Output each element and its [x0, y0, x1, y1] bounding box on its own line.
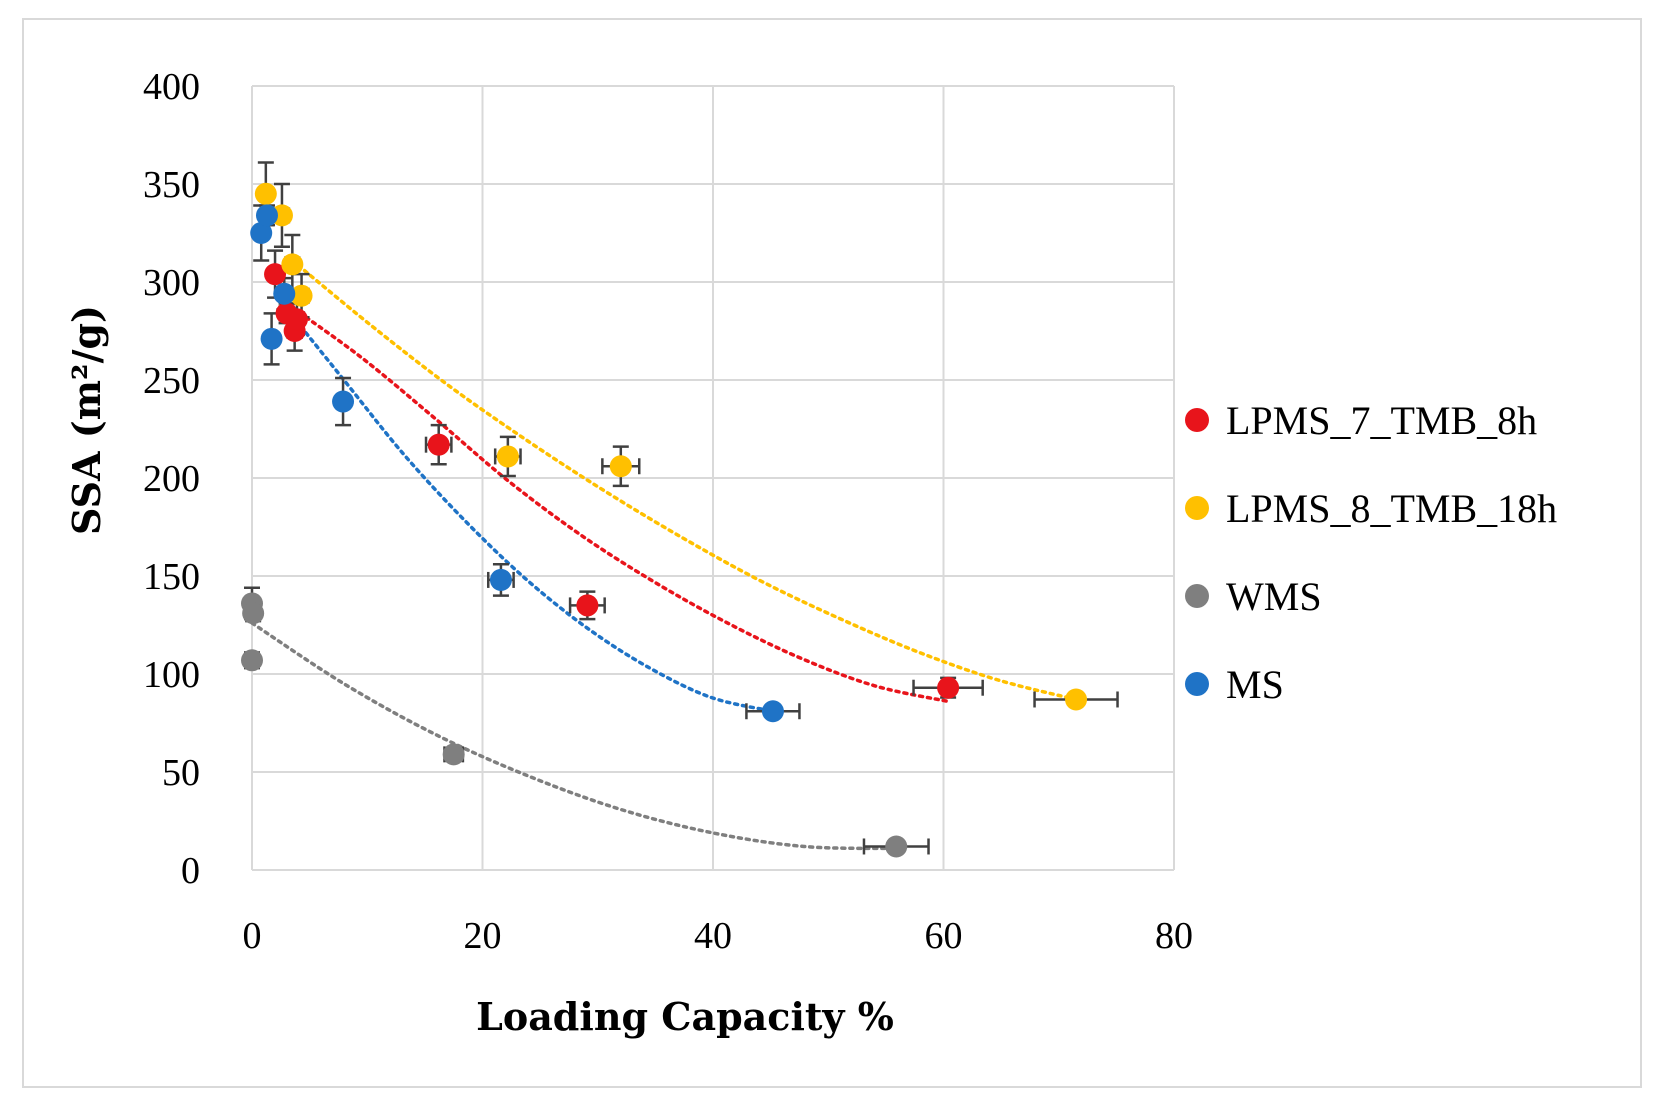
data-point-WMS — [885, 835, 908, 858]
data-point-MS — [761, 700, 784, 723]
y-tick-label: 350 — [143, 164, 200, 206]
data-point-LPMS_8_TMB_18h — [254, 182, 277, 205]
data-point-MS — [260, 327, 283, 350]
data-point-LPMS_8_TMB_18h — [496, 445, 519, 468]
x-tick-label: 40 — [694, 915, 732, 957]
data-point-LPMS_7_TMB_8h — [285, 308, 308, 331]
y-tick-label: 200 — [143, 458, 200, 500]
legend-label-LPMS_7_TMB_8h: LPMS_7_TMB_8h — [1226, 398, 1537, 443]
data-point-LPMS_7_TMB_8h — [937, 676, 960, 699]
data-point-WMS — [241, 649, 263, 672]
data-point-LPMS_8_TMB_18h — [290, 284, 313, 307]
data-points — [241, 182, 1088, 858]
y-tick-label: 400 — [143, 66, 200, 108]
data-point-MS — [489, 568, 512, 591]
data-point-LPMS_8_TMB_18h — [1065, 688, 1088, 711]
trendline-MS — [279, 299, 775, 713]
data-point-WMS — [242, 602, 265, 625]
legend-label-WMS: WMS — [1226, 574, 1322, 619]
x-tick-label: 80 — [1155, 915, 1193, 957]
data-point-WMS — [442, 743, 465, 766]
y-tick-label: 250 — [143, 360, 200, 402]
data-point-MS — [255, 204, 278, 227]
legend-marker-WMS — [1185, 584, 1209, 608]
x-axis-title: Loading Capacity % — [476, 994, 894, 1039]
data-point-LPMS_7_TMB_8h — [427, 433, 450, 456]
data-point-LPMS_7_TMB_8h — [264, 263, 287, 286]
data-point-MS — [332, 390, 355, 413]
legend-label-MS: MS — [1226, 662, 1284, 707]
data-point-LPMS_7_TMB_8h — [576, 594, 599, 617]
x-tick-labels: 0 20 40 60 80 — [243, 915, 1194, 957]
y-tick-labels: 0 50 100 150 200 250 300 350 400 — [143, 66, 200, 892]
data-point-LPMS_8_TMB_18h — [281, 253, 304, 276]
grid-lines — [251, 85, 1175, 871]
trendline-LPMS_7_TMB_8h — [284, 301, 950, 704]
y-tick-label: 50 — [162, 752, 200, 794]
y-tick-label: 0 — [181, 850, 200, 892]
trend-lines — [250, 258, 1078, 851]
data-point-MS — [273, 282, 296, 305]
trendline-WMS — [250, 621, 898, 851]
legend-marker-LPMS_8_TMB_18h — [1185, 496, 1209, 520]
x-tick-label: 60 — [925, 915, 963, 957]
y-tick-label: 300 — [143, 262, 200, 304]
y-tick-label: 150 — [143, 556, 200, 598]
y-axis-title: SSA (m²/g) — [64, 305, 109, 535]
y-tick-label: 100 — [143, 654, 200, 696]
data-point-LPMS_8_TMB_18h — [609, 455, 632, 478]
x-tick-label: 0 — [243, 915, 262, 957]
legend-label-LPMS_8_TMB_18h: LPMS_8_TMB_18h — [1226, 486, 1557, 531]
legend-marker-LPMS_7_TMB_8h — [1185, 408, 1209, 432]
x-tick-label: 20 — [464, 915, 502, 957]
data-point-MS — [250, 222, 273, 244]
legend: LPMS_7_TMB_8h LPMS_8_TMB_18h WMS MS — [1185, 398, 1557, 707]
chart-frame — [22, 18, 1642, 1088]
legend-marker-MS — [1185, 672, 1209, 696]
error-bars — [244, 161, 1119, 855]
trendline-LPMS_8_TMB_18h — [290, 258, 1078, 702]
